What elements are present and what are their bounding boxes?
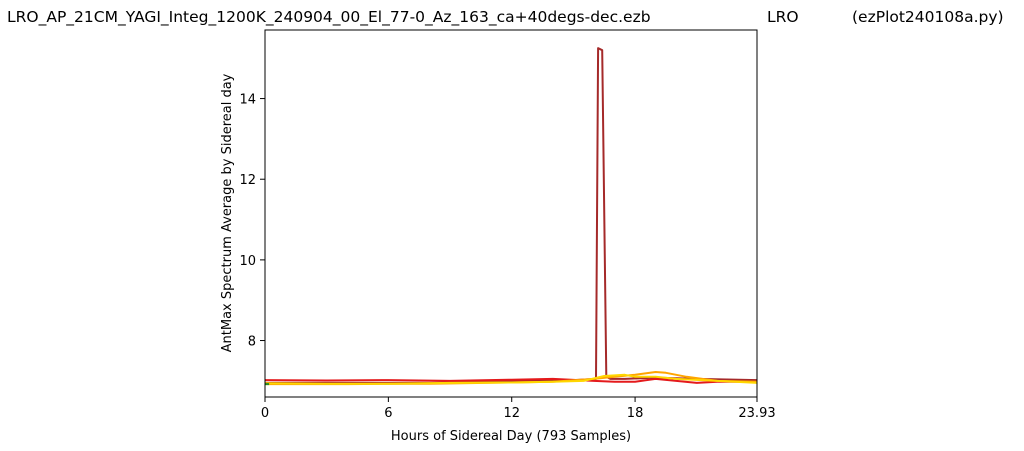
title-script: (ezPlot240108a.py) — [852, 8, 1004, 26]
x-tick-label: 18 — [627, 406, 644, 421]
series-line-1 — [265, 47, 758, 384]
y-axis: 8 10 12 14 — [239, 93, 265, 350]
y-tick-label: 10 — [239, 254, 256, 269]
series-layer — [264, 47, 758, 386]
x-tick-label: 12 — [503, 406, 520, 421]
x-tick-label: 0 — [261, 406, 269, 421]
y-axis-label: AntMax Spectrum Average by Sidereal day — [220, 73, 235, 352]
x-axis-label: Hours of Sidereal Day (793 Samples) — [391, 429, 631, 444]
y-tick-label: 14 — [239, 93, 256, 108]
series-line-4 — [264, 373, 758, 385]
x-axis: 0 6 12 18 23.93 — [261, 397, 776, 421]
y-tick-label: 12 — [239, 173, 256, 188]
plot-frame — [264, 29, 758, 398]
x-tick-label: 6 — [384, 406, 392, 421]
y-tick-label: 8 — [248, 335, 256, 350]
figure-title: LRO_AP_21CM_YAGI_Integ_1200K_240904_00_E… — [0, 0, 1024, 30]
x-tick-label: 23.93 — [738, 406, 775, 421]
series-line-2 — [264, 377, 757, 384]
title-station: LRO — [767, 8, 799, 26]
title-filename: LRO_AP_21CM_YAGI_Integ_1200K_240904_00_E… — [7, 8, 651, 26]
